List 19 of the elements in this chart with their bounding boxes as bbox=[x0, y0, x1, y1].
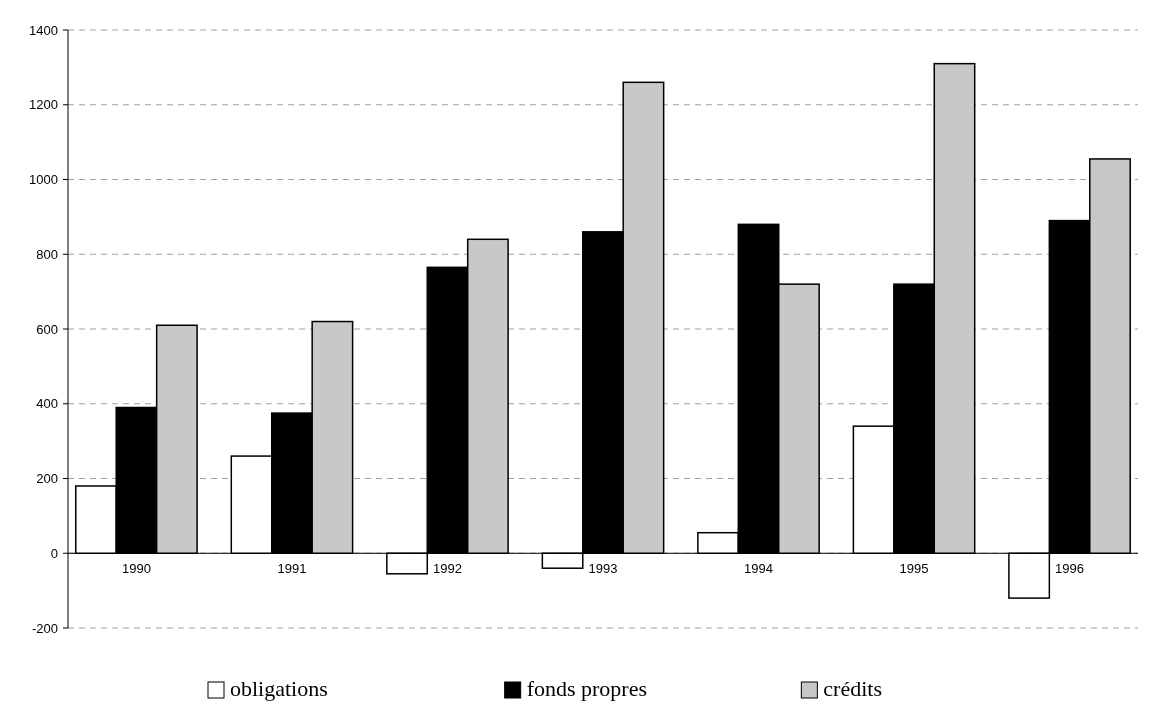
x-tick-label: 1995 bbox=[899, 561, 929, 577]
legend-label: crédits bbox=[823, 676, 882, 701]
y-tick-label: 1400 bbox=[29, 22, 58, 38]
y-tick-label: 1200 bbox=[29, 97, 58, 113]
x-tick-label: 1992 bbox=[433, 561, 462, 577]
x-tick-label: 1994 bbox=[744, 561, 773, 577]
y-tick-label: 800 bbox=[36, 246, 58, 262]
y-tick-label: 0 bbox=[50, 545, 58, 561]
y-tick-label: 400 bbox=[36, 396, 58, 412]
legend-label: fonds propres bbox=[526, 676, 648, 701]
x-tick-label: 1991 bbox=[277, 561, 307, 577]
x-tick-label: 1996 bbox=[1055, 561, 1085, 577]
y-tick-label: 200 bbox=[36, 471, 58, 487]
y-tick-label: -200 bbox=[31, 620, 58, 636]
x-tick-label: 1993 bbox=[588, 561, 618, 577]
x-tick-label: 1990 bbox=[121, 561, 151, 577]
y-tick-label: 1000 bbox=[29, 172, 58, 188]
legend-label: obligations bbox=[230, 676, 328, 701]
y-tick-label: 600 bbox=[36, 321, 58, 337]
